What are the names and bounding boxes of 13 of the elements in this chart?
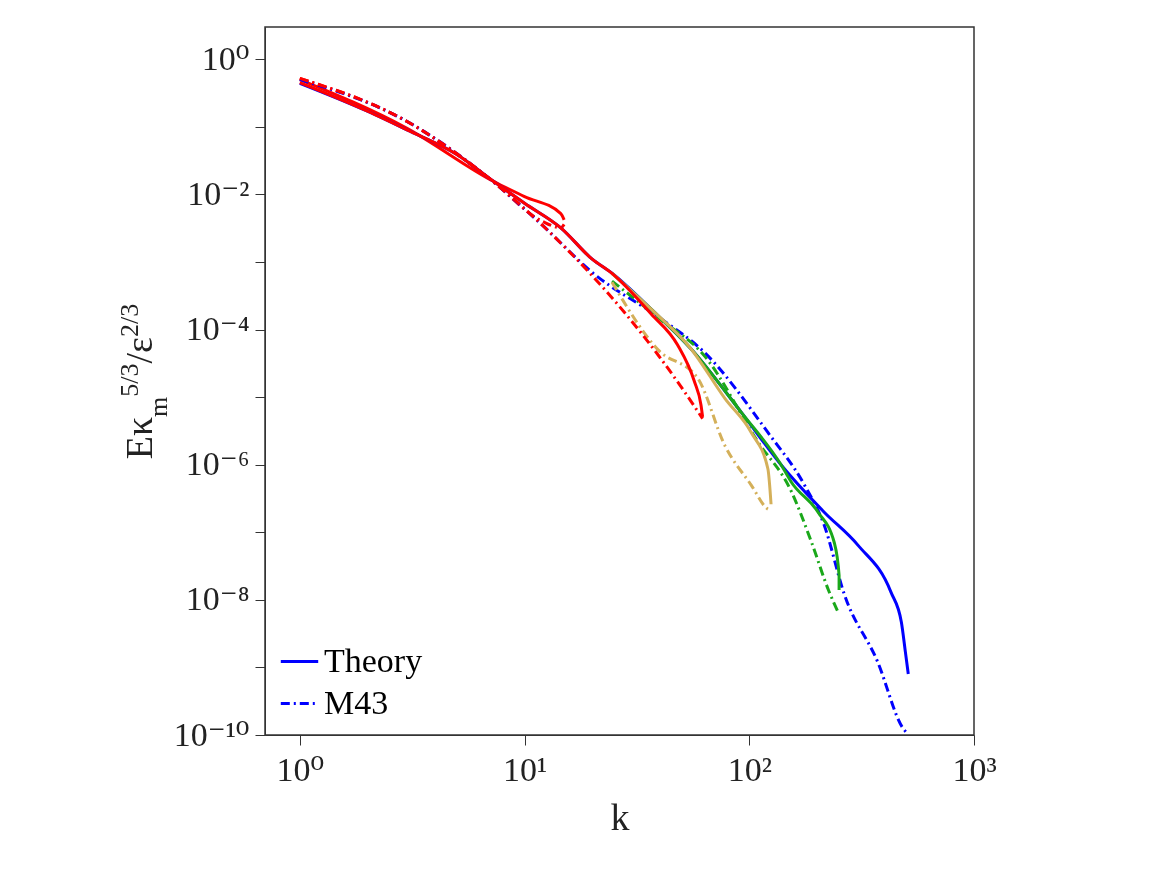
- x-tick-label: 10⁰: [276, 750, 325, 788]
- y-tick-label: 10⁻⁸: [185, 580, 250, 618]
- y-tick-label: 10⁰: [201, 39, 250, 77]
- y-tick-label: 10⁻²: [187, 174, 250, 212]
- legend-label: M43: [324, 683, 389, 721]
- x-tick-label: 10²: [727, 750, 772, 788]
- x-tick-label: 10³: [952, 750, 997, 788]
- legend-label: Theory: [324, 641, 423, 679]
- y-tick-label: 10⁻⁶: [185, 445, 250, 483]
- x-axis-title: k: [610, 795, 630, 838]
- x-tick-label: 10¹: [502, 750, 548, 788]
- y-tick-label: 10⁻⁴: [185, 310, 250, 348]
- y-tick-label: 10⁻¹⁰: [173, 715, 250, 753]
